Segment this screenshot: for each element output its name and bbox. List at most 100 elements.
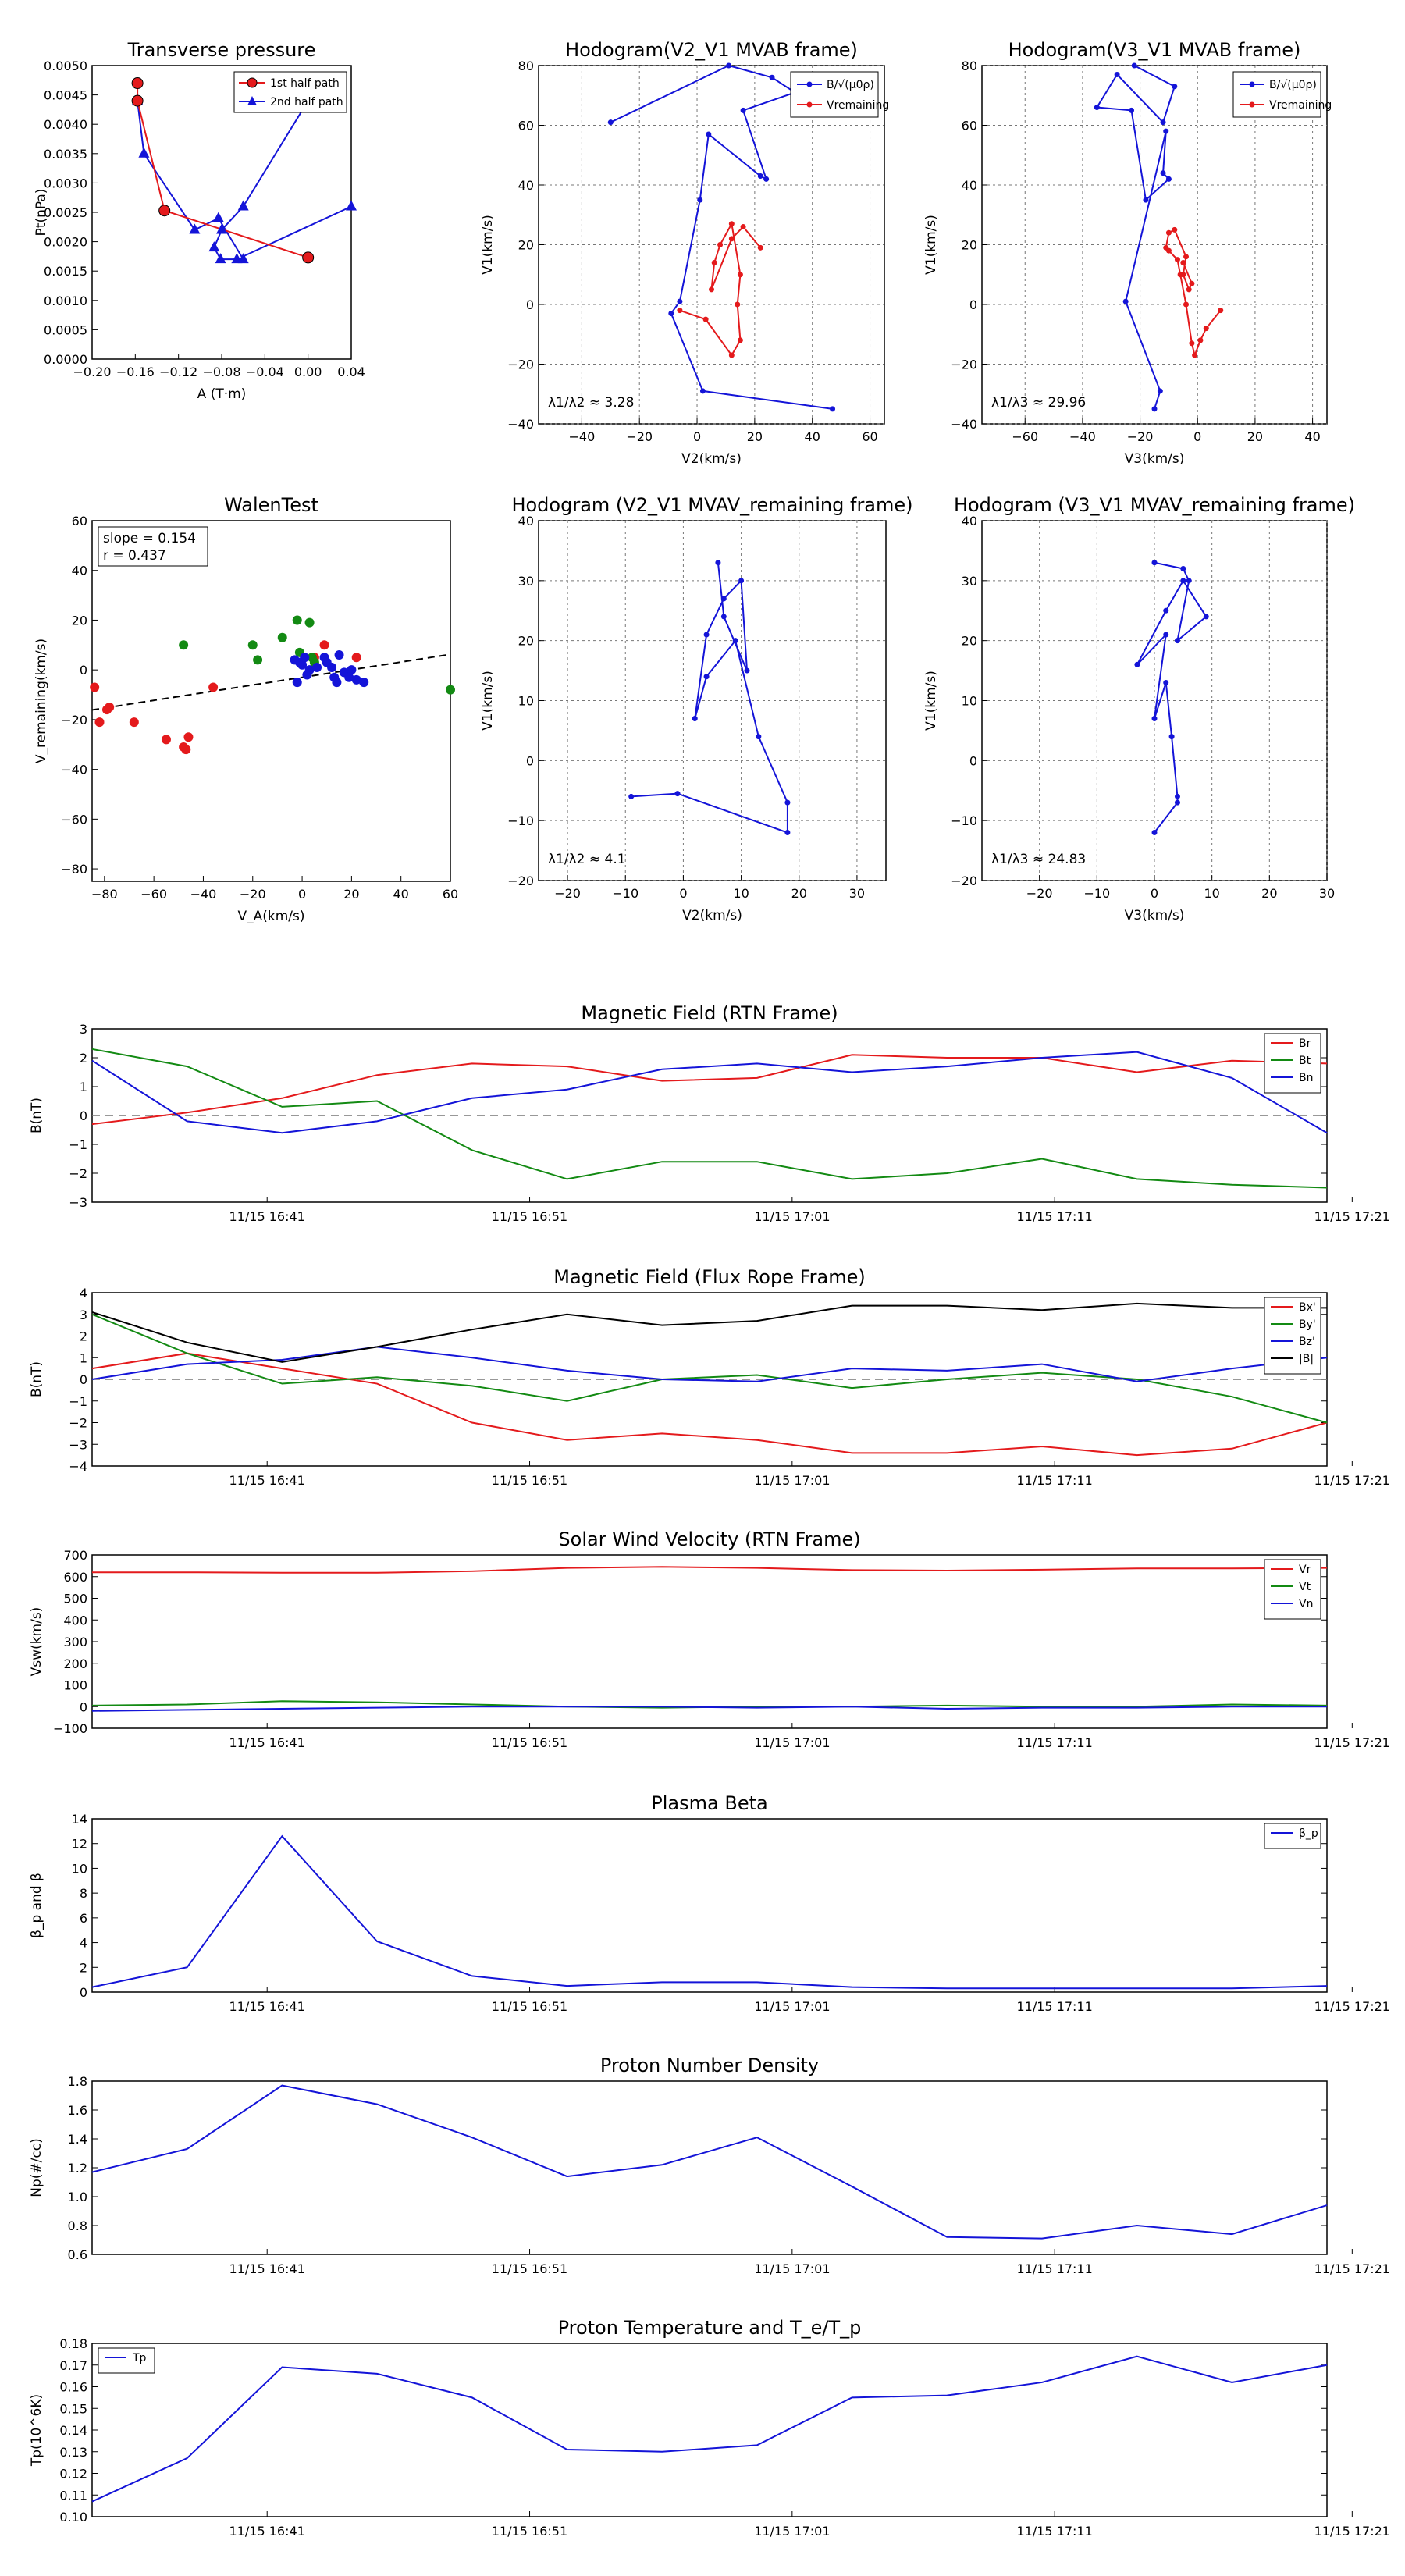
y-tick-label: 2 — [80, 1960, 87, 1975]
x-tick-label: 10 — [1204, 886, 1219, 901]
y-tick-label: 0 — [969, 297, 977, 312]
legend-label: B/√(μ0ρ) — [827, 79, 874, 91]
chart-tp: Proton Temperature and T_e/T_p 0.10 0.11 0.… — [29, 2317, 1390, 2539]
y-tick-label: −1 — [69, 1137, 87, 1152]
y-tick-label: −40 — [951, 417, 977, 432]
x-tick-label: 11/15 16:41 — [229, 1209, 305, 1224]
y-tick-label: 0.14 — [59, 2423, 87, 2438]
series-line-Br — [91, 1054, 1328, 1126]
hodogram-point — [1203, 326, 1209, 332]
hodogram-point — [728, 221, 735, 227]
y-tick-label: 0 — [80, 1372, 87, 1387]
y-tick-label: 40 — [518, 178, 534, 193]
legend-box — [98, 2347, 155, 2374]
hodogram-point — [668, 310, 674, 316]
circle-marker — [158, 205, 171, 217]
chart-transverse: Transverse pressure −0.20 −0.16 −0.12 −0.08−… — [34, 39, 365, 402]
x-axis-label: V2(km/s) — [682, 908, 742, 923]
x-tick-label: 11/15 17:21 — [1314, 2524, 1390, 2539]
y-axis-label: V_remaining(km/s) — [34, 639, 49, 763]
triangle-marker — [138, 147, 150, 158]
x-tick-label: 11/15 17:11 — [1017, 2524, 1093, 2539]
x-tick-label: −0.04 — [246, 365, 284, 379]
x-tick-label: −0.20 — [73, 365, 111, 379]
y-tick-label: 20 — [518, 238, 534, 253]
y-tick-label: 0.6 — [68, 2247, 87, 2262]
y-tick-label: 400 — [63, 1613, 87, 1628]
hodogram-point — [757, 244, 763, 251]
x-tick-label: −20 — [1026, 886, 1053, 901]
y-tick-label: 0.17 — [59, 2358, 87, 2373]
x-tick-label: 11/15 16:41 — [229, 1999, 305, 2014]
y-axis-label: V1(km/s) — [923, 671, 939, 731]
chart-bfield_rtn: Magnetic Field (RTN Frame) −3 −2 −1 0 1 2 3 11/1… — [29, 1002, 1390, 1224]
y-tick-label: −3 — [69, 1195, 87, 1210]
walen-point — [312, 662, 322, 672]
hodogram-point — [732, 638, 738, 644]
hodogram-point — [699, 388, 706, 394]
eigen-ratio-note: λ1/λ3 ≈ 29.96 — [991, 395, 1086, 411]
chart-hodo2: Hodogram(V3_V1 MVAB frame) −60 −40 −20 0 20 40… — [923, 39, 1332, 467]
series-line-|B| — [91, 1302, 1327, 1363]
hodogram-point — [1174, 638, 1180, 644]
correlation-label: r = 0.437 — [103, 548, 166, 564]
legend-label: B/√(μ0ρ) — [1269, 79, 1317, 91]
walen-point — [129, 717, 139, 728]
legend-box — [790, 71, 879, 118]
chart-title: Solar Wind Velocity (RTN Frame) — [558, 1528, 860, 1550]
hodogram-point — [1157, 388, 1163, 394]
x-tick-label: 0 — [679, 886, 687, 901]
regression-line — [91, 653, 451, 711]
hodogram-point — [1129, 107, 1135, 113]
x-tick-label: 11/15 16:51 — [492, 1735, 567, 1750]
x-tick-label: 11/15 17:21 — [1314, 2261, 1390, 2276]
x-tick-label: 11/15 17:01 — [754, 1473, 830, 1488]
x-tick-label: 11/15 17:11 — [1017, 1473, 1093, 1488]
y-axis-label: Vsw(km/s) — [29, 1607, 44, 1677]
y-tick-label: 2 — [80, 1329, 87, 1344]
hodogram-point — [763, 176, 770, 182]
y-tick-label: 0.0045 — [44, 88, 87, 103]
y-tick-label: −2 — [69, 1166, 87, 1181]
chart-np: Proton Number Density 0.6 0.8 1.0 1.2 1.4 1.6 1… — [29, 2055, 1390, 2276]
y-tick-label: −100 — [53, 1721, 87, 1736]
y-tick-label: 30 — [518, 574, 534, 589]
x-tick-label: 11/15 17:11 — [1017, 1209, 1093, 1224]
y-tick-label: 20 — [72, 613, 87, 628]
hodogram-point — [740, 107, 746, 113]
hodogram-point — [1168, 734, 1175, 740]
y-tick-label: 60 — [72, 514, 87, 528]
series-line-Vn — [91, 1706, 1327, 1712]
hodogram-point — [702, 316, 709, 322]
y-tick-label: 0.0035 — [44, 147, 87, 162]
legend-marker — [1249, 81, 1255, 87]
x-axis-label: A (T·m) — [197, 386, 247, 402]
legend: Tp — [98, 2347, 155, 2374]
y-tick-label: 0.15 — [59, 2401, 87, 2416]
hodogram-point — [1189, 340, 1195, 347]
eigen-ratio-note: λ1/λ2 ≈ 3.28 — [548, 395, 634, 411]
plot-frame — [91, 1818, 1328, 1993]
x-tick-label: 60 — [443, 887, 458, 902]
x-tick-label: 0.00 — [294, 365, 322, 379]
x-tick-label: 11/15 17:11 — [1017, 1999, 1093, 2014]
y-tick-label: 4 — [80, 1286, 87, 1300]
hodogram-point — [784, 799, 791, 806]
y-tick-label: −1 — [69, 1394, 87, 1409]
hodogram-point — [737, 272, 743, 278]
x-tick-label: −40 — [1069, 429, 1096, 444]
y-tick-label: 80 — [518, 59, 534, 73]
y-tick-label: 1.8 — [68, 2074, 87, 2089]
hodogram-point — [1134, 661, 1140, 667]
x-tick-label: −40 — [190, 887, 217, 902]
y-tick-label: −20 — [951, 358, 977, 372]
y-tick-label: 3 — [80, 1308, 87, 1322]
x-tick-label: 20 — [747, 429, 763, 444]
y-tick-label: 1.4 — [68, 2132, 87, 2147]
y-tick-label: −4 — [69, 1459, 87, 1474]
plot-frame — [538, 65, 885, 425]
x-tick-label: 11/15 17:21 — [1314, 1735, 1390, 1750]
x-tick-label: 30 — [849, 886, 865, 901]
hodogram-point — [1197, 337, 1204, 343]
